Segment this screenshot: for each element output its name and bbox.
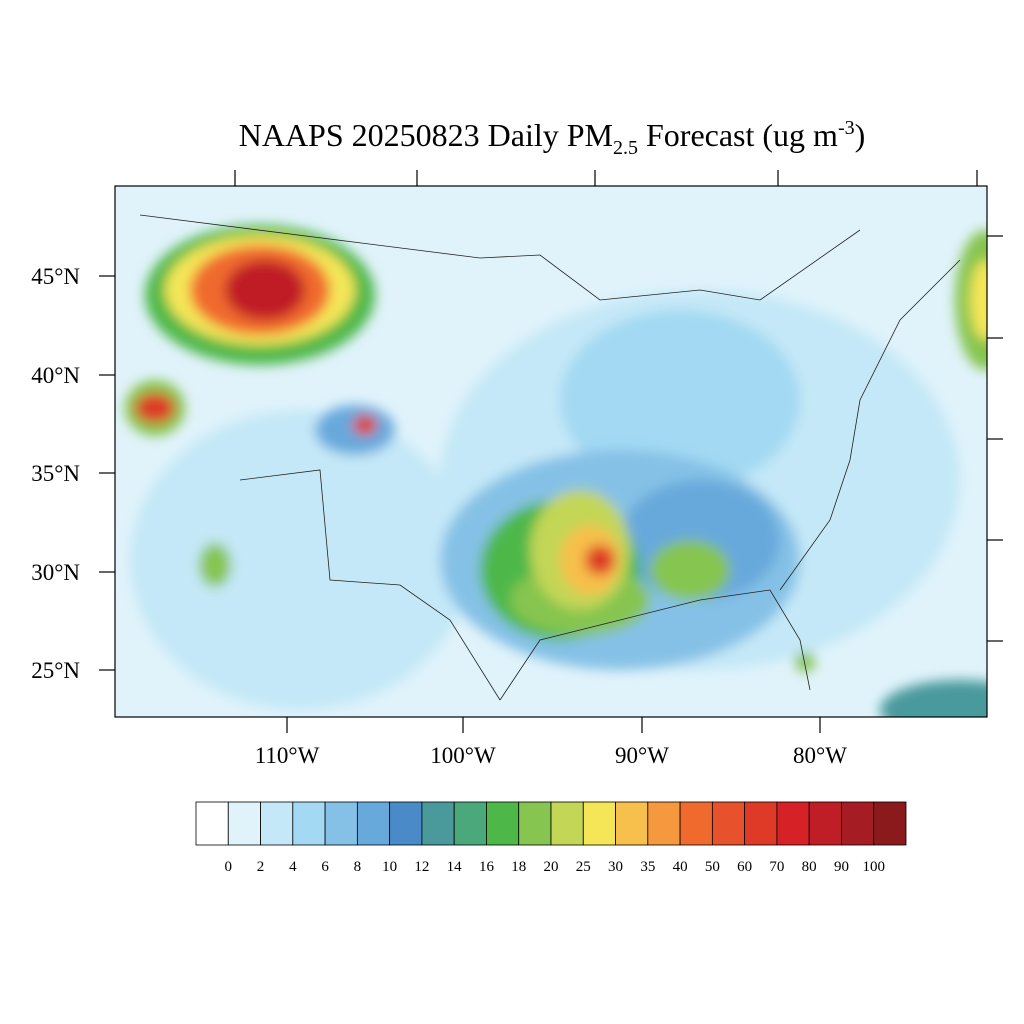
- colorbar-label: 40: [673, 859, 688, 875]
- colorbar-label: 30: [608, 859, 623, 875]
- colorbar-label: 6: [321, 859, 329, 875]
- lat-label: 40°N: [31, 363, 80, 388]
- colorbar-label: 100: [862, 859, 885, 875]
- colorbar-box: [841, 801, 875, 846]
- title-part: 2.5: [613, 137, 638, 159]
- colorbar-label: 60: [737, 859, 752, 875]
- colorbar-box: [389, 801, 423, 846]
- colorbar-label: 35: [640, 859, 655, 875]
- colorbar-box: [518, 801, 552, 846]
- colorbar-box: [324, 801, 358, 846]
- colorbar-box: [292, 801, 326, 846]
- colorbar-box: [744, 801, 778, 846]
- colorbar-box: [873, 801, 907, 846]
- colorbar-label: 50: [705, 859, 720, 875]
- colorbar-label: 4: [289, 859, 297, 875]
- lon-label: 80°W: [793, 743, 847, 768]
- colorbar-box: [647, 801, 681, 846]
- map-field: [115, 186, 987, 717]
- colorbar-box: [808, 801, 842, 846]
- colorbar-box: [227, 801, 261, 846]
- title-part: ): [855, 117, 866, 153]
- colorbar-label: 25: [576, 859, 591, 875]
- lat-label: 30°N: [31, 560, 80, 585]
- colorbar-label: 70: [769, 859, 784, 875]
- colorbar-box: [195, 801, 229, 846]
- colorbar-box: [453, 801, 487, 846]
- colorbar-box: [615, 801, 649, 846]
- title-part: Forecast (ug m: [638, 117, 838, 153]
- title-part: -3: [838, 117, 855, 139]
- colorbar-label: 10: [382, 859, 397, 875]
- colorbar-label: 16: [479, 859, 495, 875]
- colorbar-box: [356, 801, 391, 846]
- lat-label: 35°N: [31, 461, 80, 486]
- colorbar-box: [486, 801, 520, 846]
- colorbar-box: [582, 801, 616, 846]
- colorbar-box: [679, 801, 713, 846]
- colorbar-box: [711, 801, 746, 846]
- colorbar-label: 18: [511, 859, 526, 875]
- title: NAAPS 20250823 Daily PM2.5 Forecast (ug …: [239, 117, 866, 159]
- colorbar-label: 20: [544, 859, 559, 875]
- colorbar-label: 8: [354, 859, 362, 875]
- colorbar-label: 0: [225, 859, 233, 875]
- colorbar-label: 90: [834, 859, 849, 875]
- lat-label: 45°N: [31, 264, 80, 289]
- colorbar-label: 80: [802, 859, 817, 875]
- frame-ticks: [99, 170, 1003, 733]
- colorbar-label: 12: [414, 859, 429, 875]
- colorbar-label: 2: [257, 859, 265, 875]
- colorbar-box: [260, 801, 294, 846]
- lon-label: 100°W: [430, 743, 496, 768]
- colorbar-box: [776, 801, 810, 846]
- title-part: NAAPS 20250823 Daily PM: [239, 117, 613, 153]
- colorbar-box: [550, 801, 584, 846]
- lat-label: 25°N: [31, 658, 80, 683]
- map-frame: [114, 185, 988, 718]
- colorbar-box: [421, 801, 455, 846]
- colorbar-label: 14: [447, 859, 463, 875]
- lon-label: 90°W: [615, 743, 669, 768]
- lon-label: 110°W: [255, 743, 320, 768]
